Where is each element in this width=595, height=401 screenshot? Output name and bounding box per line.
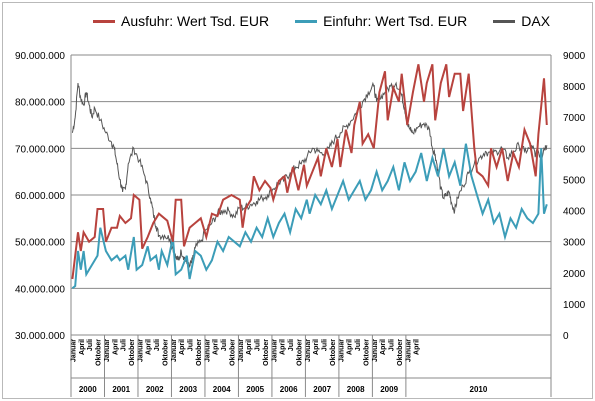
legend-label-einfuhr: Einfuhr: Wert Tsd. EUR xyxy=(323,13,468,29)
y-left-tick-label: 50.000.000 xyxy=(15,238,65,249)
year-label: 2008 xyxy=(347,385,365,394)
y-right-tick-label: 5000 xyxy=(563,175,586,186)
legend-label-dax: DAX xyxy=(521,13,551,29)
series-line-einfuhr xyxy=(71,143,548,290)
year-label: 2010 xyxy=(470,385,488,394)
x-month-label: Januar xyxy=(305,339,312,362)
year-label: 2007 xyxy=(313,385,331,394)
y-right-tick-label: 9000 xyxy=(563,51,586,62)
x-month-label: April xyxy=(380,339,387,355)
x-month-label: Oktober xyxy=(129,339,136,366)
x-month-label: April xyxy=(414,339,421,355)
x-month-label: Oktober xyxy=(296,339,303,366)
x-month-label: April xyxy=(112,339,119,355)
x-month-label: Juli xyxy=(188,339,195,351)
legend-swatch-einfuhr xyxy=(295,19,318,23)
year-label: 2006 xyxy=(280,385,298,394)
year-label: 2009 xyxy=(380,385,398,394)
x-month-label: Juli xyxy=(87,339,94,351)
y-right-tick-label: 7000 xyxy=(563,113,586,124)
x-month-label: April xyxy=(280,339,287,355)
x-month-label: Januar xyxy=(238,339,245,362)
legend: Ausfuhr: Wert Tsd. EUR Einfuhr: Wert Tsd… xyxy=(93,11,576,31)
x-month-label: April xyxy=(313,339,320,355)
x-month-label: Juli xyxy=(322,339,329,351)
y-right-tick-label: 6000 xyxy=(563,144,586,155)
x-month-label: Januar xyxy=(171,339,178,362)
series-line-ausfuhr xyxy=(71,64,548,280)
x-month-label: Oktober xyxy=(330,339,337,366)
x-month-label: April xyxy=(146,339,153,355)
x-month-label: Januar xyxy=(372,339,379,362)
legend-swatch-dax xyxy=(493,19,516,23)
x-month-label: April xyxy=(179,339,186,355)
y-right-tick-label: 8000 xyxy=(563,82,586,93)
x-month-label: Januar xyxy=(271,339,278,362)
x-month-label: Juli xyxy=(154,339,161,351)
year-label: 2005 xyxy=(246,385,264,394)
x-month-label: Oktober xyxy=(96,339,103,366)
y-right-tick-label: 3000 xyxy=(563,238,586,249)
x-month-label: Oktober xyxy=(263,339,270,366)
x-month-label: Juli xyxy=(221,339,228,351)
x-month-label: Juli xyxy=(288,339,295,351)
x-month-label: April xyxy=(246,339,253,355)
x-month-label: Januar xyxy=(405,339,412,362)
x-month-label: Oktober xyxy=(196,339,203,366)
y-left-tick-label: 90.000.000 xyxy=(15,51,65,62)
x-month-label: April xyxy=(213,339,220,355)
x-month-label: April xyxy=(347,339,354,355)
x-month-label: Juli xyxy=(355,339,362,351)
year-label: 2000 xyxy=(79,385,97,394)
x-month-label: Oktober xyxy=(397,339,404,366)
y-right-tick-label: 2000 xyxy=(563,269,586,280)
y-right-tick-label: 4000 xyxy=(563,207,586,218)
x-month-label: Januar xyxy=(70,339,77,362)
x-month-label: April xyxy=(79,339,86,355)
y-left-tick-label: 40.000.000 xyxy=(15,284,65,295)
year-label: 2002 xyxy=(146,385,164,394)
y-left-tick-label: 80.000.000 xyxy=(15,98,65,109)
y-left-tick-label: 70.000.000 xyxy=(15,144,65,155)
y-left-tick-label: 60.000.000 xyxy=(15,191,65,202)
y-left-tick-label: 30.000.000 xyxy=(15,331,65,342)
x-month-label: Juli xyxy=(255,339,262,351)
x-month-label: Oktober xyxy=(162,339,169,366)
x-month-label: Oktober xyxy=(363,339,370,366)
year-label: 2004 xyxy=(213,385,231,394)
x-month-label: Januar xyxy=(338,339,345,362)
year-label: 2001 xyxy=(112,385,130,394)
series-line-dax xyxy=(71,81,548,269)
legend-swatch-ausfuhr xyxy=(93,19,115,23)
legend-item-dax: DAX xyxy=(493,13,550,29)
year-label: 2003 xyxy=(179,385,197,394)
legend-item-ausfuhr: Ausfuhr: Wert Tsd. EUR xyxy=(93,13,269,29)
x-month-label: Juli xyxy=(121,339,128,351)
y-right-tick-label: 0 xyxy=(563,331,569,342)
legend-item-einfuhr: Einfuhr: Wert Tsd. EUR xyxy=(295,13,467,29)
line-chart: 30.000.000 40.000.000 50.000.000 60.000.000… xyxy=(15,51,586,397)
y-right-tick-label: 1000 xyxy=(563,300,586,311)
x-month-label: Januar xyxy=(104,339,111,362)
x-month-label: Januar xyxy=(204,339,211,362)
legend-label-ausfuhr: Ausfuhr: Wert Tsd. EUR xyxy=(121,13,270,29)
x-month-label: Oktober xyxy=(229,339,236,366)
x-month-label: Juli xyxy=(389,339,396,351)
x-month-label: Januar xyxy=(137,339,144,362)
